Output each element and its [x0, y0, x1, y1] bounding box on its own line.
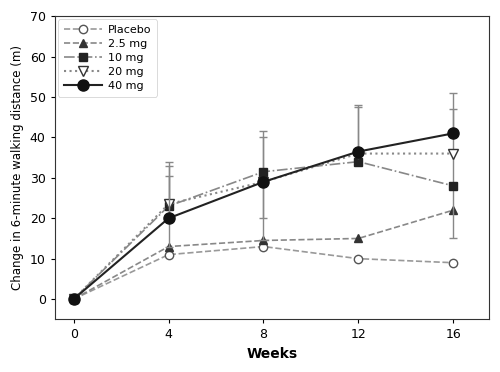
20 mg	[356, 151, 362, 156]
10 mg	[260, 170, 266, 174]
Placebo	[450, 260, 456, 265]
Line: 2.5 mg: 2.5 mg	[70, 206, 458, 303]
40 mg	[450, 131, 456, 135]
10 mg	[356, 160, 362, 164]
10 mg	[70, 297, 76, 301]
Line: 40 mg: 40 mg	[68, 128, 459, 305]
Placebo	[166, 252, 172, 257]
40 mg	[356, 149, 362, 154]
2.5 mg	[166, 244, 172, 249]
40 mg	[70, 297, 76, 301]
X-axis label: Weeks: Weeks	[246, 347, 298, 361]
40 mg	[166, 216, 172, 221]
Placebo	[356, 256, 362, 261]
20 mg	[260, 180, 266, 184]
20 mg	[70, 297, 76, 301]
Placebo	[70, 297, 76, 301]
20 mg	[450, 151, 456, 156]
Placebo	[260, 244, 266, 249]
Line: Placebo: Placebo	[70, 243, 458, 303]
10 mg	[166, 204, 172, 208]
2.5 mg	[356, 236, 362, 241]
Y-axis label: Change in 6-minute walking distance (m): Change in 6-minute walking distance (m)	[11, 45, 24, 290]
40 mg	[260, 180, 266, 184]
10 mg	[450, 184, 456, 188]
Line: 10 mg: 10 mg	[70, 157, 458, 303]
20 mg	[166, 202, 172, 206]
2.5 mg	[70, 297, 76, 301]
2.5 mg	[260, 238, 266, 243]
2.5 mg	[450, 208, 456, 212]
Legend: Placebo, 2.5 mg, 10 mg, 20 mg, 40 mg: Placebo, 2.5 mg, 10 mg, 20 mg, 40 mg	[58, 19, 157, 97]
Line: 20 mg: 20 mg	[69, 149, 458, 304]
